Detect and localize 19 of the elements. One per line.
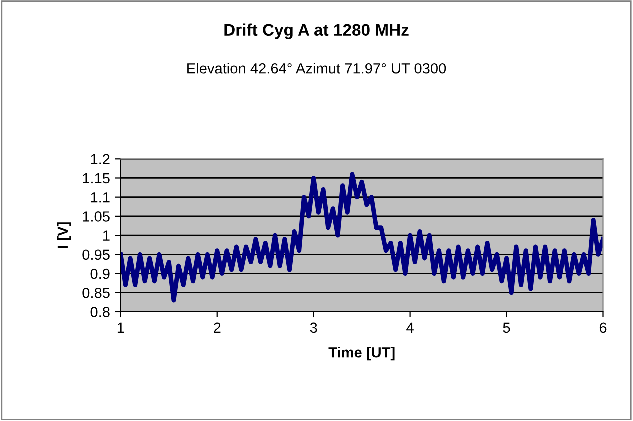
x-tick-label: 4 — [406, 322, 414, 333]
x-tick-label: 5 — [503, 322, 510, 334]
y-tick-label: 1.15 — [83, 173, 110, 184]
y-tick-label: 1.1 — [91, 192, 110, 203]
chart-title: Drift Cyg A at 1280 MHz — [224, 24, 409, 40]
y-tick-label: 0.9 — [90, 268, 110, 280]
x-axis-title: Time [UT] — [328, 347, 395, 361]
x-tick-label: 3 — [310, 322, 318, 334]
y-tick-label: 0.85 — [82, 288, 110, 298]
y-axis-title: I [V] — [57, 222, 71, 248]
y-tick-label: 0.8 — [90, 307, 110, 318]
chart-subtitle: Elevation 42.64° Azimut 71.97° UT 0300 — [188, 63, 446, 74]
y-tick-label: 1.2 — [91, 154, 110, 164]
y-tick-label: 0.95 — [82, 250, 110, 260]
y-tick-label: 1.05 — [83, 212, 110, 222]
x-tick-label: 1 — [118, 322, 124, 333]
y-tick-label: 1 — [103, 230, 110, 241]
x-tick-label: 2 — [214, 322, 221, 333]
x-tick-label: 6 — [600, 322, 607, 334]
